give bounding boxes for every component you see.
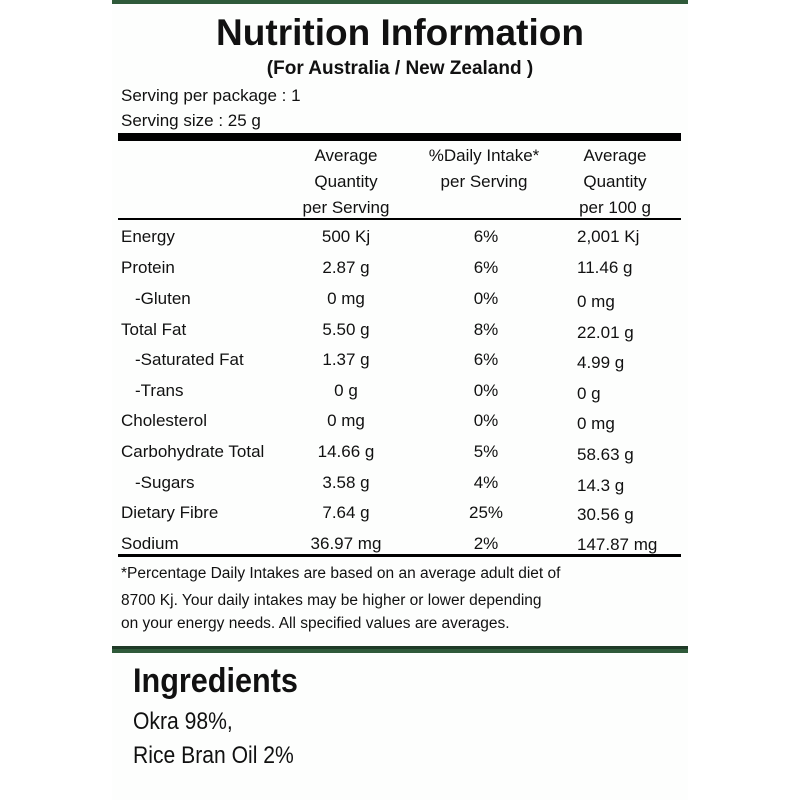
- per-serving-value: 0 mg: [327, 289, 365, 308]
- daily-intake-value: 8%: [473, 320, 499, 339]
- header-line: Quantity: [314, 172, 378, 191]
- daily-intake-value: 0%: [473, 289, 499, 308]
- row-label: -Saturated Fat: [135, 350, 244, 369]
- daily-intake-value: 25%: [468, 503, 504, 522]
- green-divider: [112, 646, 688, 649]
- ingredients-title: Ingredients: [133, 662, 298, 700]
- row-label: Total Fat: [121, 320, 187, 339]
- serving-size: Serving size : 25 g: [121, 111, 261, 130]
- per-100g-value: 11.46 g: [577, 258, 633, 277]
- row-label: Carbohydrate Total: [121, 442, 265, 461]
- per-100g-value: 4.99 g: [577, 353, 625, 372]
- row-label: Sodium: [121, 534, 179, 553]
- table-row: Protein 2.87 g 6% 11.46 g: [121, 258, 681, 288]
- column-header-daily-intake: %Daily Intake* per Serving: [414, 143, 554, 195]
- servings-per-package: Serving per package : 1: [121, 86, 301, 105]
- row-label: -Trans: [135, 381, 184, 400]
- ingredient-item: Okra 98%,: [133, 708, 233, 735]
- header-divider: [118, 218, 681, 220]
- table-row: Carbohydrate Total 14.66 g 5% 58.63 g: [121, 442, 681, 472]
- row-label: Protein: [121, 258, 175, 277]
- per-100g-value: 147.87 mg: [577, 535, 658, 554]
- per-serving-value: 1.37 g: [322, 350, 370, 369]
- header-line: Average: [314, 146, 378, 165]
- header-line: per Serving: [302, 198, 390, 217]
- table-row: Total Fat 5.50 g 8% 22.01 g: [121, 320, 681, 350]
- per-100g-value: 0 g: [577, 384, 601, 403]
- table-row: -Trans 0 g 0% 0 g: [121, 381, 681, 411]
- daily-intake-value: 4%: [473, 473, 499, 492]
- page-title: Nutrition Information: [216, 12, 584, 53]
- header-line: Quantity: [583, 172, 647, 191]
- per-serving-value: 14.66 g: [317, 442, 375, 461]
- per-100g-value: 0 mg: [577, 414, 615, 433]
- column-header-per-100g: Average Quantity per 100 g: [560, 143, 670, 221]
- ingredient-item: Rice Bran Oil 2%: [133, 742, 294, 769]
- table-row: Sodium 36.97 mg 2% 147.87 mg: [121, 534, 681, 564]
- header-line: Average: [583, 146, 647, 165]
- per-100g-value: 58.63 g: [577, 445, 634, 464]
- footnote-line: *Percentage Daily Intakes are based on a…: [121, 565, 561, 582]
- row-label: Cholesterol: [121, 411, 207, 430]
- footnote-line: 8700 Kj. Your daily intakes may be highe…: [121, 592, 542, 609]
- per-serving-value: 2.87 g: [322, 258, 370, 277]
- table-row: -Sugars 3.58 g 4% 14.3 g: [121, 473, 681, 503]
- header-line: per 100 g: [579, 198, 651, 217]
- green-divider: [112, 649, 688, 653]
- subtitle: (For Australia / New Zealand ): [266, 58, 534, 79]
- per-serving-value: 7.64 g: [322, 503, 370, 522]
- row-label: Energy: [121, 227, 175, 246]
- table-row: Dietary Fibre 7.64 g 25% 30.56 g: [121, 503, 681, 533]
- daily-intake-value: 0%: [473, 411, 499, 430]
- column-header-per-serving: Average Quantity per Serving: [281, 143, 411, 221]
- daily-intake-value: 6%: [473, 350, 499, 369]
- per-serving-value: 3.58 g: [322, 473, 370, 492]
- per-100g-value: 14.3 g: [577, 476, 625, 495]
- footnote-line: on your energy needs. All specified valu…: [121, 615, 510, 632]
- per-serving-value: 5.50 g: [322, 320, 370, 339]
- header-line: per Serving: [440, 172, 528, 191]
- daily-intake-value: 5%: [473, 442, 499, 461]
- table-row: -Gluten 0 mg 0% 0 mg: [121, 289, 681, 319]
- table-bottom-divider: [118, 554, 681, 557]
- per-100g-value: 0 mg: [577, 292, 615, 311]
- per-serving-value: 0 g: [334, 381, 358, 400]
- per-100g-value: 2,001 Kj: [577, 227, 640, 246]
- row-label: -Gluten: [135, 289, 191, 308]
- per-serving-value: 500 Kj: [321, 227, 371, 246]
- row-label: -Sugars: [135, 473, 195, 492]
- table-row: Cholesterol 0 mg 0% 0 mg: [121, 411, 681, 441]
- daily-intake-value: 0%: [473, 381, 499, 400]
- thick-divider: [118, 133, 681, 141]
- table-row: -Saturated Fat 1.37 g 6% 4.99 g: [121, 350, 681, 380]
- per-serving-value: 0 mg: [327, 411, 365, 430]
- per-serving-value: 36.97 mg: [310, 534, 382, 553]
- per-100g-value: 22.01 g: [577, 323, 634, 342]
- row-label: Dietary Fibre: [121, 503, 219, 522]
- per-100g-value: 30.56 g: [577, 505, 634, 524]
- daily-intake-value: 2%: [473, 534, 499, 553]
- daily-intake-value: 6%: [473, 227, 499, 246]
- top-green-border: [112, 0, 688, 4]
- daily-intake-value: 6%: [473, 258, 499, 277]
- table-row: Energy 500 Kj 6% 2,001 Kj: [121, 227, 681, 257]
- header-line: %Daily Intake*: [428, 146, 540, 165]
